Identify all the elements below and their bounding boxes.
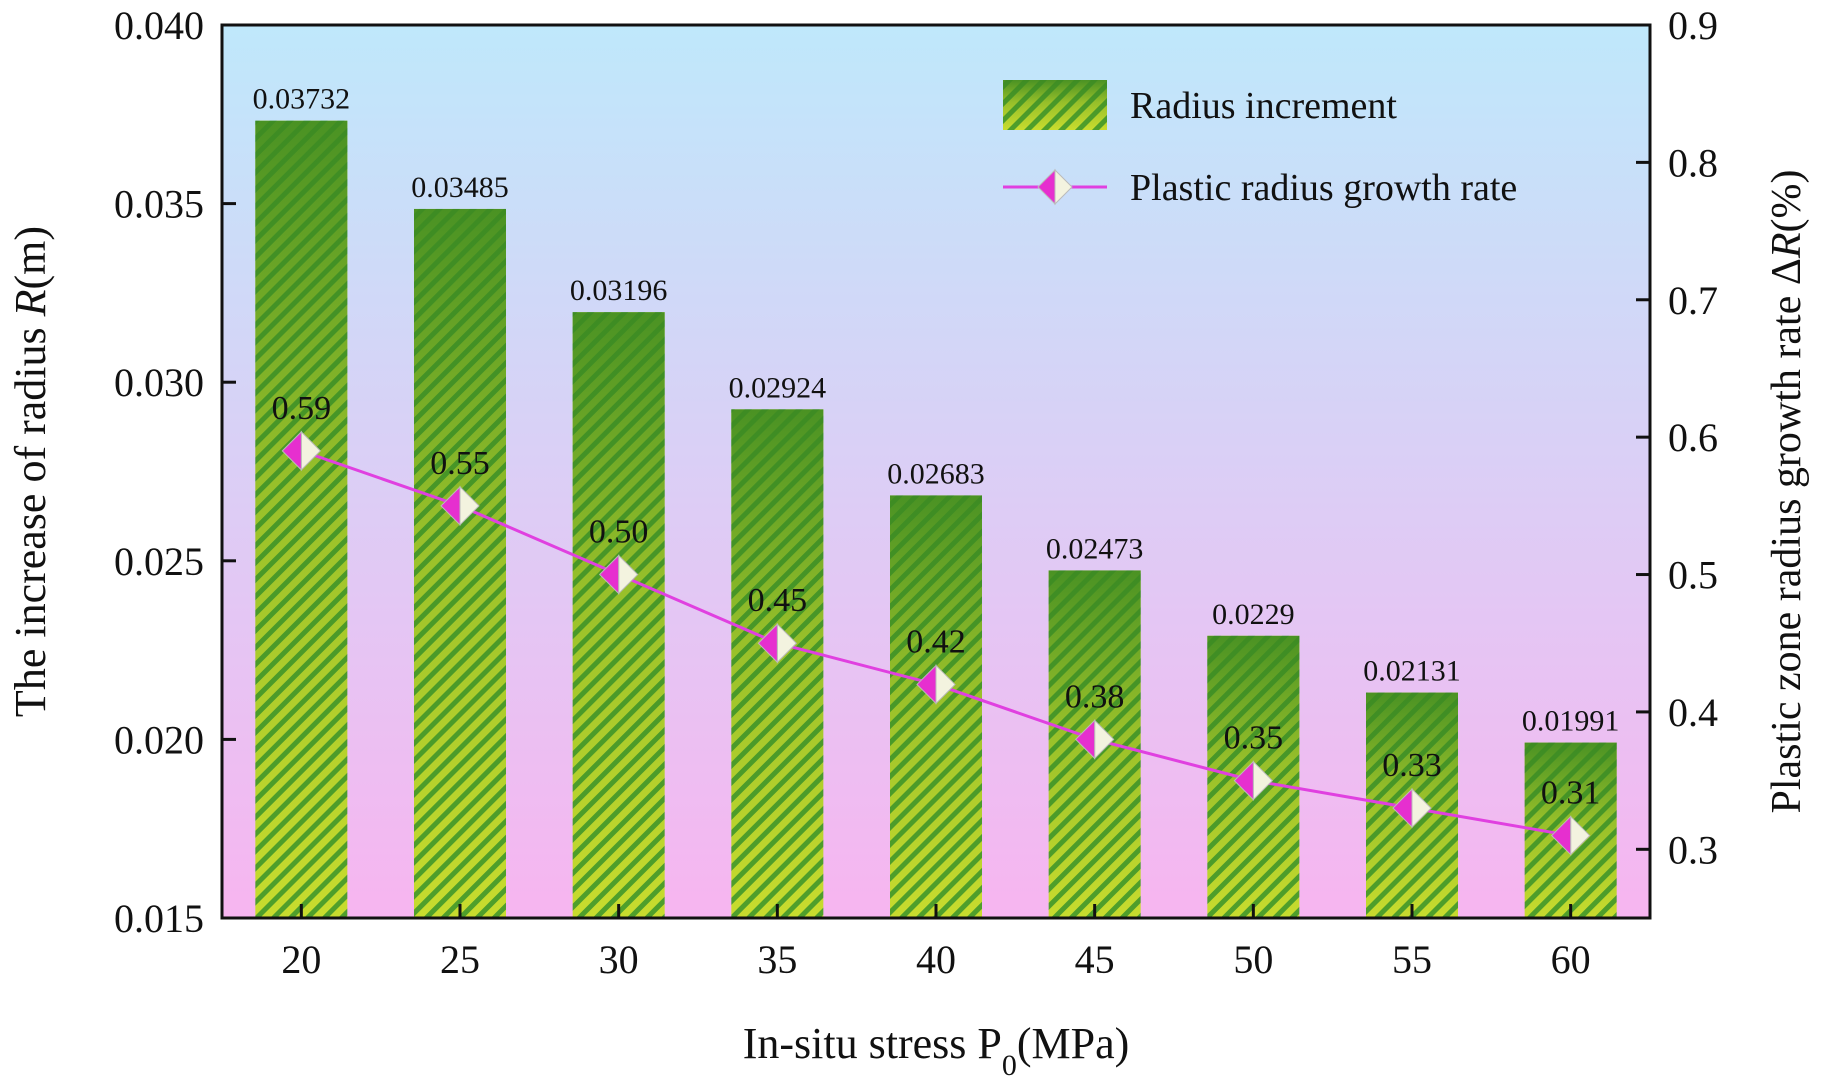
y-right-tick-label: 0.6 [1668, 415, 1718, 460]
growth-rate-marker-25 [440, 485, 480, 527]
line-value-label: 0.45 [748, 582, 808, 619]
growth-rate-marker-45 [1074, 719, 1115, 760]
bar-value-label: 0.02924 [729, 371, 827, 404]
legend-label-growth-rate: Plastic radius growth rate [1130, 167, 1517, 209]
line-value-label: 0.59 [272, 390, 332, 427]
line-value-label: 0.42 [906, 623, 966, 660]
legend-label-radius-increment: Radius increment [1130, 85, 1397, 127]
x-axis-label: In-situ stress P0(MPa) [743, 1019, 1130, 1082]
marker-half-magenta [598, 554, 620, 595]
y-right-tick-label: 0.3 [1668, 827, 1718, 872]
bar-series [255, 120, 1617, 918]
bar-value-label: 0.02131 [1363, 655, 1461, 688]
marker-half-magenta [1392, 787, 1413, 829]
marker-half-magenta [757, 623, 778, 664]
y-left-tick-label: 0.015 [114, 896, 204, 941]
line-series [281, 430, 1591, 856]
x-tick-label: 20 [281, 937, 321, 982]
growth-rate-marker-60 [1550, 815, 1591, 856]
y-right-tick-label: 0.8 [1668, 140, 1718, 185]
y-left-tick-label: 0.040 [114, 3, 204, 48]
bar-value-label: 0.02683 [887, 457, 985, 490]
y-left-tick-label: 0.025 [114, 539, 204, 584]
y-right-tick-label: 0.4 [1668, 690, 1718, 735]
marker-half-magenta [440, 485, 461, 527]
line-value-label: 0.38 [1065, 678, 1125, 715]
x-tick-label: 45 [1075, 937, 1115, 982]
y-left-tick-label: 0.030 [114, 360, 204, 405]
marker-half-magenta [916, 664, 937, 705]
y-axis-label-right: Plastic zone radius growth rate ΔR(%) [1764, 170, 1810, 814]
bar-shade-25 [414, 208, 506, 918]
line-value-label: 0.33 [1382, 747, 1442, 784]
axes: 0.0150.0200.0250.0300.0350.0400.30.40.50… [114, 3, 1718, 982]
bar-value-label: 0.03485 [411, 171, 509, 204]
growth-rate-marker-40 [916, 664, 956, 705]
growth-rate-marker-20 [281, 430, 322, 472]
line-value-label: 0.55 [430, 445, 490, 482]
x-tick-label: 35 [757, 937, 797, 982]
y-right-tick-label: 0.9 [1668, 3, 1718, 48]
bar-shade-35 [731, 409, 824, 918]
x-tick-label: 30 [599, 937, 639, 982]
legend: Radius increment Plastic radius growth r… [1003, 80, 1517, 209]
growth-rate-marker-55 [1392, 787, 1432, 829]
marker-half-magenta [281, 430, 302, 472]
y-right-tick-label: 0.5 [1668, 553, 1718, 598]
legend-marker [1037, 168, 1073, 206]
bar-value-label: 0.03196 [570, 274, 668, 307]
line-value-label: 0.50 [589, 514, 649, 551]
marker-half-magenta [1233, 760, 1254, 801]
line-value-label: 0.35 [1224, 720, 1284, 757]
bar-shade-30 [572, 312, 665, 918]
growth-rate-marker-30 [598, 554, 639, 595]
growth-rate-marker-50 [1233, 760, 1274, 801]
marker-half-magenta [1074, 719, 1096, 760]
legend-swatch-fade [1003, 80, 1107, 130]
y-left-tick-label: 0.020 [114, 717, 204, 762]
growth-rate-marker-35 [757, 623, 798, 664]
bar-value-label: 0.02473 [1046, 532, 1144, 565]
x-tick-label: 40 [916, 937, 956, 982]
bar-shade-40 [890, 495, 982, 918]
y-axis-label-left: The increase of radius R(m) [6, 226, 55, 717]
marker-half-magenta [1550, 815, 1572, 856]
x-tick-label: 25 [440, 937, 480, 982]
x-tick-label: 50 [1233, 937, 1273, 982]
bar-value-label: 0.03732 [253, 83, 351, 116]
x-tick-label: 55 [1392, 937, 1432, 982]
bar-value-label: 0.01991 [1522, 705, 1620, 738]
y-left-tick-label: 0.035 [114, 182, 204, 227]
line-value-label: 0.31 [1541, 775, 1601, 812]
bar-shade-20 [255, 120, 348, 918]
bar-value-label: 0.0229 [1212, 598, 1295, 631]
x-tick-label: 60 [1551, 937, 1591, 982]
y-right-tick-label: 0.7 [1668, 278, 1718, 323]
data-labels: 0.03732 0.03485 0.03196 0.02924 0.02683 0.024… [253, 83, 1620, 812]
